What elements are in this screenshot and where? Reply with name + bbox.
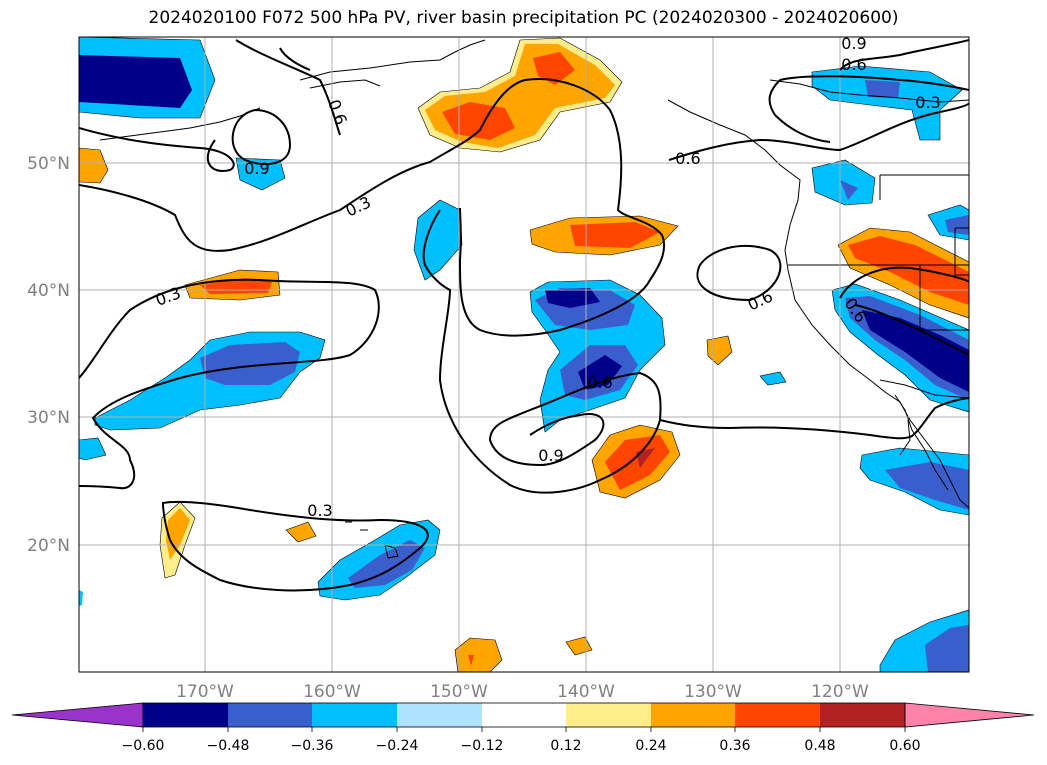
- colorbar: −0.60 −0.48 −0.36 −0.24 −0.12 0.12 0.24 …: [11, 702, 1035, 754]
- colorbar-tick: −0.48: [207, 738, 250, 754]
- colorbar-tick: −0.60: [122, 738, 165, 754]
- colorbar-extend-high: [904, 702, 1035, 728]
- colorbar-tick: 0.48: [804, 738, 835, 754]
- shaded-anomalies: [79, 37, 969, 672]
- colorbar-swatch: [397, 703, 482, 727]
- colorbar-tick: 0.60: [889, 738, 920, 754]
- latitude-labels: 50°N 40°N 30°N 20°N: [27, 154, 70, 556]
- colorbar-tick: 0.24: [635, 738, 666, 754]
- graticule: [79, 37, 969, 672]
- colorbar-extend-low: [11, 702, 144, 728]
- contour-label: 0.9: [841, 34, 866, 53]
- map-frame: [78, 36, 970, 673]
- colorbar-swatch: [143, 703, 228, 727]
- contour-label: 0.3: [915, 93, 940, 112]
- pv-contours: [79, 39, 969, 592]
- lon-label: 130°W: [684, 682, 742, 702]
- lat-label: 20°N: [27, 536, 70, 556]
- lon-label: 150°W: [430, 682, 488, 702]
- colorbar-swatch: [820, 703, 905, 727]
- lat-label: 30°N: [27, 408, 70, 428]
- colorbar-swatch: [735, 703, 820, 727]
- contour-label: 0.9: [244, 159, 269, 178]
- lon-label: 160°W: [303, 682, 361, 702]
- contour-label: 0.9: [538, 446, 563, 465]
- colorbar-swatch: [651, 703, 735, 727]
- colorbar-tick: −0.36: [291, 738, 334, 754]
- lon-label: 170°W: [176, 682, 234, 702]
- colorbar-swatch: [482, 703, 566, 727]
- contour-label: 0.6: [675, 149, 700, 168]
- longitude-labels: 170°W 160°W 150°W 140°W 130°W 120°W: [176, 682, 869, 702]
- colorbar-tick: 0.12: [550, 738, 581, 754]
- contour-label: 0.6: [587, 373, 612, 392]
- contour-label: 0.3: [307, 501, 332, 520]
- colorbar-tick: −0.24: [376, 738, 419, 754]
- lat-label: 40°N: [27, 281, 70, 301]
- lon-label: 120°W: [811, 682, 869, 702]
- lon-label: 140°W: [557, 682, 615, 702]
- colorbar-swatch: [228, 703, 312, 727]
- map-area: [79, 37, 969, 672]
- colorbar-swatch: [312, 703, 397, 727]
- colorbar-swatch: [566, 703, 651, 727]
- map-title: 2024020100 F072 500 hPa PV, river basin …: [148, 8, 899, 28]
- lat-label: 50°N: [27, 154, 70, 174]
- coastlines: [99, 39, 969, 559]
- colorbar-tick: 0.36: [719, 738, 750, 754]
- contour-label: 0.6: [841, 55, 866, 74]
- colorbar-tick: −0.12: [461, 738, 504, 754]
